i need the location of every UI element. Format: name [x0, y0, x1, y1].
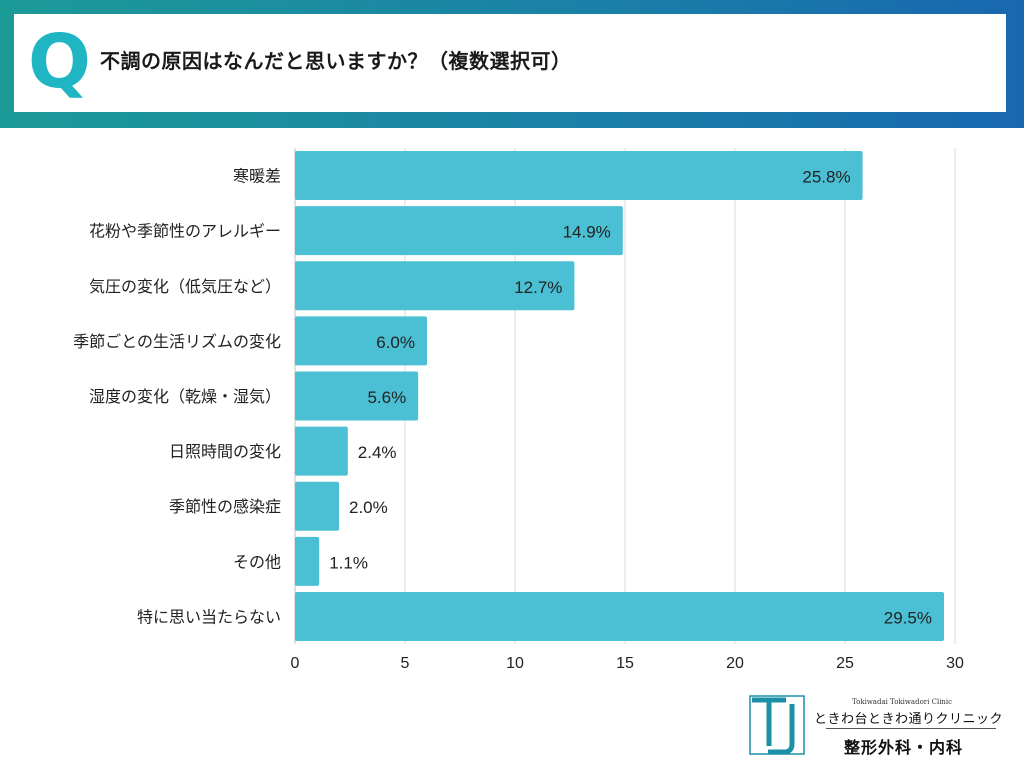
bar	[295, 481, 339, 531]
q-label: Q	[28, 19, 91, 105]
bar	[295, 536, 320, 586]
clinic-logo-mark	[749, 695, 805, 755]
bar-layer	[295, 151, 944, 641]
clinic-name: ときわ台ときわ通りクリニック	[814, 712, 1004, 727]
bar	[295, 151, 863, 201]
x-tick-label: 20	[726, 655, 744, 672]
category-label: 特に思い当たらない	[137, 607, 281, 626]
header-box	[14, 14, 1006, 112]
category-label: 季節ごとの生活リズムの変化	[73, 332, 281, 351]
label-layer: 0 5 10 15 20 25 30 寒暖差 25.8% 花粉や季節性のアレルギー 14.9% 気圧の…	[73, 167, 964, 672]
x-tick-label: 10	[506, 655, 524, 672]
category-label: その他	[233, 552, 281, 571]
bar	[295, 426, 348, 476]
value-label: 12.7%	[514, 278, 562, 297]
x-tick-label: 30	[946, 655, 964, 672]
clinic-subtitle: Tokiwadai Tokiwadori Clinic	[852, 698, 953, 706]
value-label: 1.1%	[329, 553, 368, 572]
x-tick-label: 15	[616, 655, 634, 672]
value-label: 6.0%	[376, 333, 415, 352]
value-label: 2.4%	[358, 443, 397, 462]
x-tick-label: 25	[836, 655, 854, 672]
bar	[295, 371, 419, 421]
category-label: 気圧の変化（低気圧など）	[89, 277, 281, 296]
value-label: 25.8%	[802, 168, 850, 187]
bar	[295, 206, 623, 256]
logo-divider	[826, 728, 996, 729]
bar	[295, 261, 575, 311]
value-label: 29.5%	[884, 608, 932, 627]
question-title: 不調の原因はなんだと思いますか？（複数選択可）	[100, 49, 572, 73]
category-label: 日照時間の変化	[169, 442, 281, 461]
category-label: 花粉や季節性のアレルギー	[89, 222, 281, 241]
bar	[295, 316, 427, 366]
x-tick-label: 5	[401, 655, 410, 672]
value-label: 5.6%	[367, 388, 406, 407]
category-label: 季節性の感染症	[169, 497, 281, 516]
category-label: 寒暖差	[233, 167, 281, 186]
x-tick-label: 0	[291, 655, 300, 672]
value-label: 2.0%	[349, 498, 388, 517]
clinic-logo: Tokiwadai Tokiwadori Clinic ときわ台ときわ通りクリニ…	[748, 694, 1008, 760]
clinic-department: 整形外科・内科	[844, 738, 964, 757]
value-label: 14.9%	[563, 223, 611, 242]
bar	[295, 591, 944, 641]
category-label: 湿度の変化（乾燥・湿気）	[89, 387, 281, 406]
